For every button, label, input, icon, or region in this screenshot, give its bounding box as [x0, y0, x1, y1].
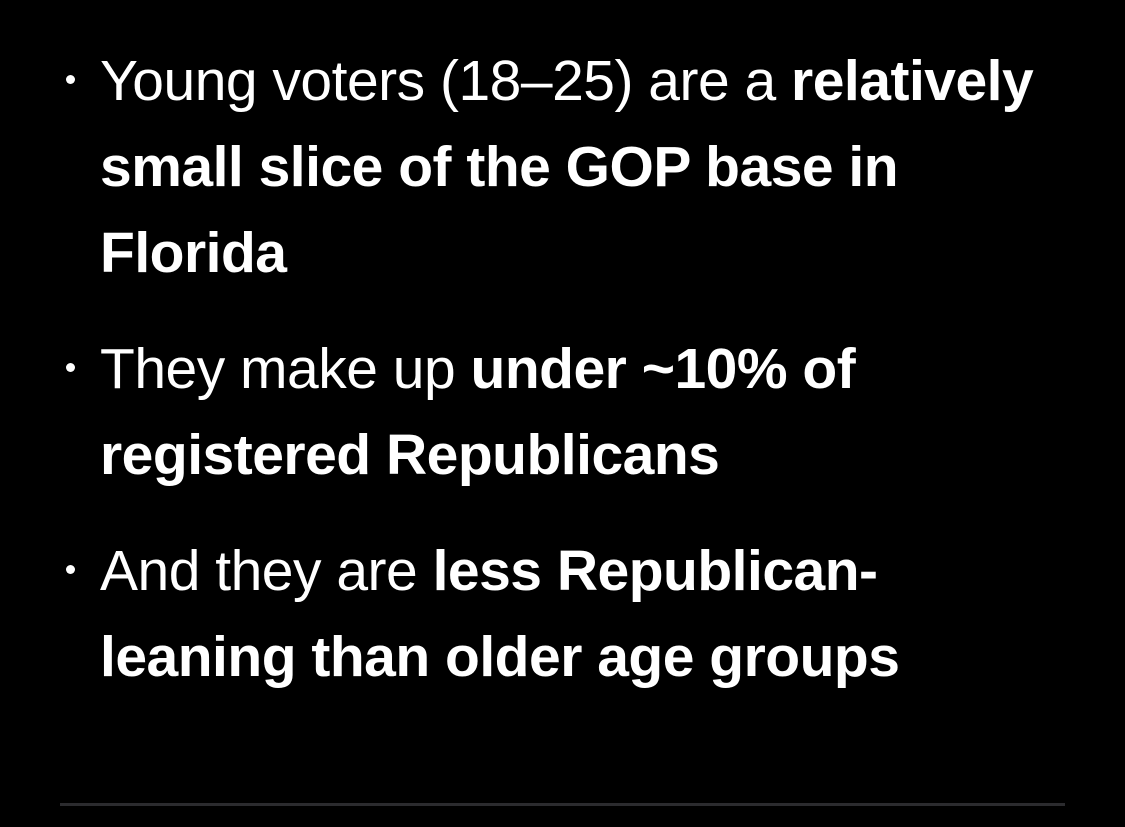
divider: [60, 803, 1065, 806]
bullet-text-normal: Young voters (18–25) are a: [100, 49, 792, 113]
bullet-text-normal: And they are: [100, 539, 433, 603]
bullet-text-normal: They make up: [100, 337, 471, 401]
bullet-text-bold: relatively small slice of the GOP base i…: [100, 49, 1034, 285]
bullet-item-leaning: And they are less Republican-leaning tha…: [0, 528, 1125, 700]
bullet-item-share: They make up under ~10% of registered Re…: [0, 326, 1125, 498]
bullet-list: Young voters (18–25) are a relatively sm…: [0, 38, 1125, 730]
bullet-dot: [66, 565, 75, 574]
bullet-dot: [66, 75, 75, 84]
bullet-dot: [66, 363, 75, 372]
bullet-text-bold: less Republican-leaning than older age g…: [100, 539, 900, 689]
bullet-item-young-voters: Young voters (18–25) are a relatively sm…: [0, 38, 1125, 296]
bullet-text-bold: under ~10% of registered Republicans: [100, 337, 856, 487]
